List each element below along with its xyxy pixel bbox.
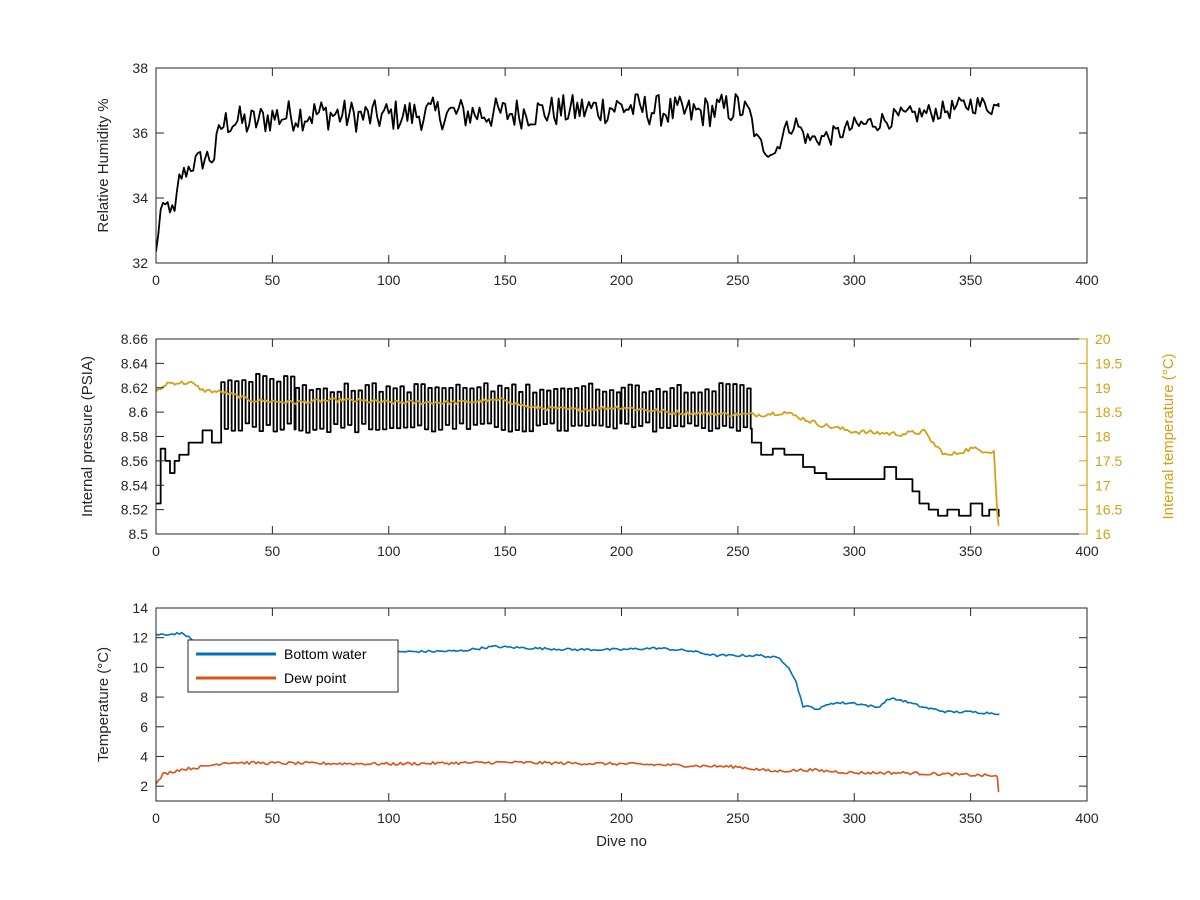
y-tick-label: 8.58 xyxy=(121,429,148,445)
panel-1: 0 50 100 150 200 250 300 350 400 32 34 36 38 Relative… xyxy=(95,60,1099,288)
series-line-1-1 xyxy=(156,93,1000,252)
panel-3: 0 50 100 150 200 250 300 350 400 2 4 6 8 10 12 14 Temper… xyxy=(95,600,1099,850)
y-tick-label: 10 xyxy=(132,659,148,675)
y-tick-label: 4 xyxy=(140,748,148,764)
plot-frame xyxy=(155,607,1088,802)
legend-box xyxy=(187,639,399,693)
x-tick-label: 250 xyxy=(726,810,750,826)
y-tick-label: 2 xyxy=(140,778,148,794)
x-tick-label: 300 xyxy=(843,543,867,559)
y-tick-label: 14 xyxy=(132,600,148,616)
x-tick-label: 300 xyxy=(843,272,867,288)
x-tick-label: 100 xyxy=(377,810,401,826)
x-tick-label: 150 xyxy=(493,272,517,288)
y2-tick-label: 19.5 xyxy=(1095,355,1122,371)
x-tick-label: 200 xyxy=(610,272,634,288)
x-axis-label: Dive no xyxy=(596,833,647,850)
x-tick-label: 0 xyxy=(152,810,160,826)
x-tick-label: 400 xyxy=(1075,543,1099,559)
y-tick-label: 8.6 xyxy=(129,404,149,420)
x-tick-label: 50 xyxy=(265,272,281,288)
y-axis-label: Relative Humidity % xyxy=(95,98,112,232)
x-tick-label: 250 xyxy=(726,272,750,288)
x-tick-label: 400 xyxy=(1075,272,1099,288)
panel-2: 0 50 100 150 200 250 300 350 400 8.5 8.52 8.54 8.56 8… xyxy=(79,331,1177,559)
y-tick-label: 8.54 xyxy=(121,477,148,493)
x-tick-label: 50 xyxy=(265,543,281,559)
y2-tick-label: 16.5 xyxy=(1095,502,1122,518)
x-tick-label: 200 xyxy=(610,543,634,559)
x-tick-label: 150 xyxy=(493,543,517,559)
x-tick-label: 150 xyxy=(493,810,517,826)
x-tick-label: 0 xyxy=(152,543,160,559)
series-line-2-2 xyxy=(156,380,1000,526)
y-tick-label: 8.62 xyxy=(121,380,148,396)
y-tick-label: 8.56 xyxy=(121,453,148,469)
y-tick-label: 38 xyxy=(132,60,148,76)
x-tick-label: 200 xyxy=(610,810,634,826)
y-tick-label: 34 xyxy=(132,190,148,206)
y2-tick-label: 17.5 xyxy=(1095,453,1122,469)
x-tick-label: 300 xyxy=(843,810,867,826)
y2-tick-label: 20 xyxy=(1095,331,1111,347)
x-tick-label: 100 xyxy=(377,543,401,559)
series-line-2-1 xyxy=(156,373,1000,517)
y2-tick-label: 16 xyxy=(1095,526,1111,542)
y-tick-label: 12 xyxy=(132,630,148,646)
y-tick-label: 8.64 xyxy=(121,355,148,371)
y-tick-label: 8.66 xyxy=(121,331,148,347)
y2-axis-label: Internal temperature (°C) xyxy=(1160,353,1177,519)
y-tick-label: 8 xyxy=(140,689,148,705)
x-tick-label: 350 xyxy=(959,810,983,826)
legend-entry: Dew point xyxy=(284,670,346,686)
x-tick-label: 50 xyxy=(265,810,281,826)
x-tick-label: 400 xyxy=(1075,810,1099,826)
x-tick-label: 100 xyxy=(377,272,401,288)
y2-tick-label: 18 xyxy=(1095,429,1111,445)
x-tick-label: 350 xyxy=(959,543,983,559)
y-tick-label: 6 xyxy=(140,719,148,735)
plot-frame xyxy=(155,338,1088,535)
y2-tick-label: 19 xyxy=(1095,380,1111,396)
y-tick-label: 32 xyxy=(132,255,148,271)
x-tick-label: 350 xyxy=(959,272,983,288)
y-axis-label: Internal pressure (PSIA) xyxy=(79,356,96,517)
y-tick-label: 8.52 xyxy=(121,502,148,518)
y-axis-label: Temperature (°C) xyxy=(95,647,112,762)
legend: Bottom water Dew point xyxy=(187,639,399,693)
legend-entry: Bottom water xyxy=(284,646,367,662)
x-tick-label: 250 xyxy=(726,543,750,559)
plot-frame xyxy=(155,67,1088,264)
x-tick-label: 0 xyxy=(152,272,160,288)
series-line-3-2 xyxy=(156,760,1000,793)
y-tick-label: 8.5 xyxy=(129,526,149,542)
y-tick-label: 36 xyxy=(132,125,148,141)
y2-tick-label: 18.5 xyxy=(1095,404,1122,420)
y2-tick-label: 17 xyxy=(1095,477,1111,493)
